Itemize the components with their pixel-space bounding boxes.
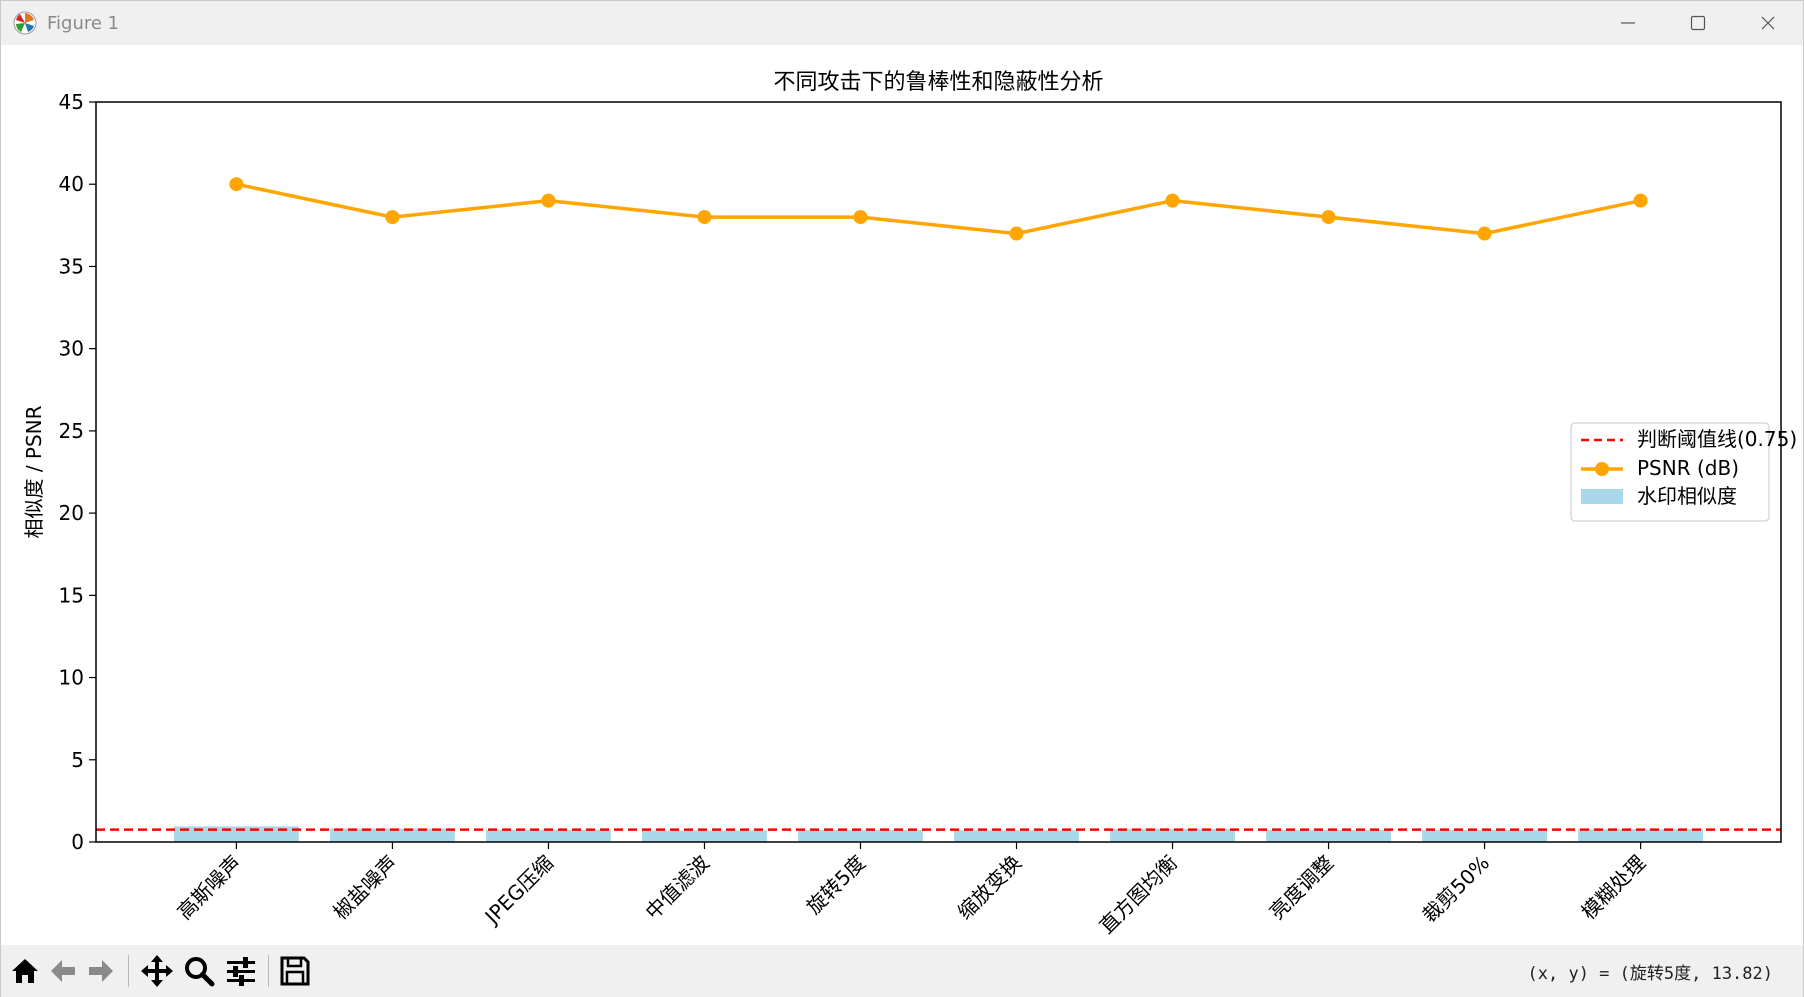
x-tick-label-9: 模糊处理 bbox=[1577, 851, 1651, 925]
save-button[interactable] bbox=[277, 953, 313, 989]
forward-arrow-icon bbox=[89, 960, 113, 982]
chart-title: 不同攻击下的鲁棒性和隐蔽性分析 bbox=[773, 70, 1103, 95]
home-button[interactable] bbox=[7, 953, 43, 989]
maximize-button[interactable] bbox=[1663, 1, 1733, 45]
bar-5 bbox=[954, 830, 1079, 842]
home-icon bbox=[12, 959, 38, 983]
x-tick-label-2: JPEG压缩 bbox=[479, 851, 558, 930]
legend-psnr-label: PSNR (dB) bbox=[1637, 456, 1739, 480]
bar-1 bbox=[330, 828, 455, 842]
y-tick-label-7: 35 bbox=[59, 254, 84, 278]
navigation-toolbar: (x, y) = (旋转5度, 13.82) bbox=[1, 945, 1803, 997]
bar-3 bbox=[642, 830, 767, 842]
maximize-icon bbox=[1690, 15, 1706, 31]
x-tick-label-6: 直方图均衡 bbox=[1094, 851, 1182, 939]
chart: 不同攻击下的鲁棒性和隐蔽性分析 0 5 10 15 20 25 30 35 40 45 相似度 / P… bbox=[22, 70, 1797, 939]
psnr-point-1 bbox=[385, 210, 400, 225]
psnr-point-6 bbox=[1165, 193, 1180, 208]
matplotlib-logo-icon bbox=[13, 11, 37, 35]
y-tick-label-1: 5 bbox=[71, 748, 84, 772]
y-tick-label-0: 0 bbox=[71, 830, 84, 854]
psnr-point-7 bbox=[1321, 210, 1336, 225]
y-tick-label-6: 30 bbox=[59, 337, 84, 361]
y-tick-label-8: 40 bbox=[59, 172, 84, 196]
psnr-point-3 bbox=[697, 210, 712, 225]
back-arrow-icon bbox=[51, 960, 75, 982]
sliders-icon bbox=[227, 957, 255, 986]
x-tick-label-4: 旋转5度 bbox=[802, 851, 870, 919]
bar-8 bbox=[1422, 830, 1547, 842]
bar-4 bbox=[798, 830, 923, 842]
legend-bar-label: 水印相似度 bbox=[1637, 484, 1737, 508]
psnr-line bbox=[236, 182, 1641, 236]
x-tick-label-3: 中值滤波 bbox=[640, 851, 714, 925]
psnr-point-2 bbox=[541, 193, 556, 208]
configure-button[interactable] bbox=[223, 953, 259, 989]
y-tick-label-5: 25 bbox=[59, 419, 84, 443]
psnr-point-0 bbox=[229, 177, 244, 192]
y-tick-label-9: 45 bbox=[59, 90, 84, 114]
psnr-point-9 bbox=[1633, 193, 1648, 208]
close-button[interactable] bbox=[1733, 1, 1803, 45]
floppy-disk-icon bbox=[280, 956, 310, 986]
y-axis-label: 相似度 / PSNR bbox=[22, 405, 46, 538]
psnr-point-5 bbox=[1009, 226, 1024, 241]
forward-button[interactable] bbox=[83, 953, 119, 989]
close-icon bbox=[1761, 16, 1775, 30]
move-icon bbox=[141, 955, 173, 987]
zoom-button[interactable] bbox=[181, 953, 217, 989]
cursor-coordinates: (x, y) = (旋转5度, 13.82) bbox=[1527, 964, 1773, 984]
y-tick-label-4: 20 bbox=[59, 501, 84, 525]
psnr-point-8 bbox=[1477, 226, 1492, 241]
legend-bar-swatch bbox=[1581, 489, 1623, 504]
psnr-point-4 bbox=[853, 210, 868, 225]
pan-button[interactable] bbox=[139, 953, 175, 989]
title-bar: Figure 1 bbox=[1, 1, 1803, 45]
x-tick-label-5: 缩放变换 bbox=[953, 851, 1027, 925]
plot-frame bbox=[95, 101, 1782, 843]
window-title: Figure 1 bbox=[47, 13, 120, 34]
bar-7 bbox=[1266, 830, 1391, 842]
x-tick-label-8: 裁剪50% bbox=[1417, 851, 1494, 928]
bar-9 bbox=[1578, 829, 1703, 842]
y-tick-label-3: 15 bbox=[59, 583, 84, 607]
bar-2 bbox=[486, 829, 611, 842]
x-tick-label-1: 椒盐噪声 bbox=[328, 851, 402, 925]
bar-6 bbox=[1110, 828, 1235, 842]
magnifier-icon bbox=[185, 957, 215, 987]
minimize-icon bbox=[1621, 22, 1635, 24]
minimize-button[interactable] bbox=[1593, 1, 1663, 45]
y-tick-label-2: 10 bbox=[59, 666, 84, 690]
x-tick-label-0: 高斯噪声 bbox=[172, 851, 246, 925]
figure-canvas[interactable]: 不同攻击下的鲁棒性和隐蔽性分析 0 5 10 15 20 25 30 35 40 45 相似度 / P… bbox=[1, 45, 1803, 945]
legend-threshold-label: 判断阈值线(0.75) bbox=[1637, 427, 1797, 451]
x-tick-label-7: 亮度调整 bbox=[1265, 851, 1339, 925]
back-button[interactable] bbox=[45, 953, 81, 989]
legend-psnr-marker bbox=[1595, 462, 1609, 476]
toolbar-separator bbox=[128, 955, 129, 987]
toolbar-separator bbox=[268, 955, 269, 987]
